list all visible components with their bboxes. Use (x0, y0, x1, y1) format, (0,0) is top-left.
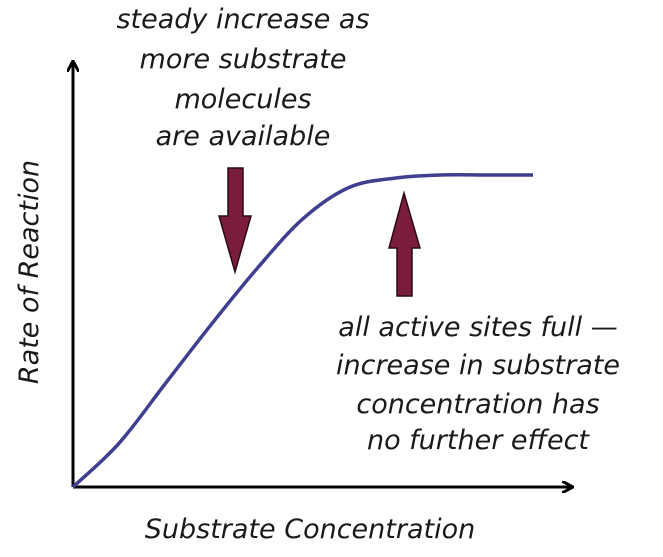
rise-annotation-line: are available (156, 121, 331, 152)
plateau-annotation-line: all active sites full — (338, 312, 617, 343)
y-axis-label: Rate of Reaction (14, 160, 45, 384)
plateau-annotation-line: concentration has (356, 389, 599, 420)
rise-annotation: steady increase as more substrate molecu… (116, 4, 369, 152)
plateau-annotation-line: increase in substrate (336, 350, 620, 381)
plateau-annotation-line: no further effect (367, 425, 590, 456)
rise-annotation-line: steady increase as (116, 4, 369, 35)
rise-annotation-arrow (218, 167, 252, 275)
x-axis-label: Substrate Concentration (145, 514, 475, 545)
rise-annotation-line: molecules (174, 84, 311, 115)
rise-annotation-line: more substrate (140, 44, 347, 75)
plateau-annotation: all active sites full — increase in subs… (336, 312, 620, 456)
rate-curve-line (71, 173, 533, 489)
plateau-annotation-arrow (388, 190, 421, 297)
